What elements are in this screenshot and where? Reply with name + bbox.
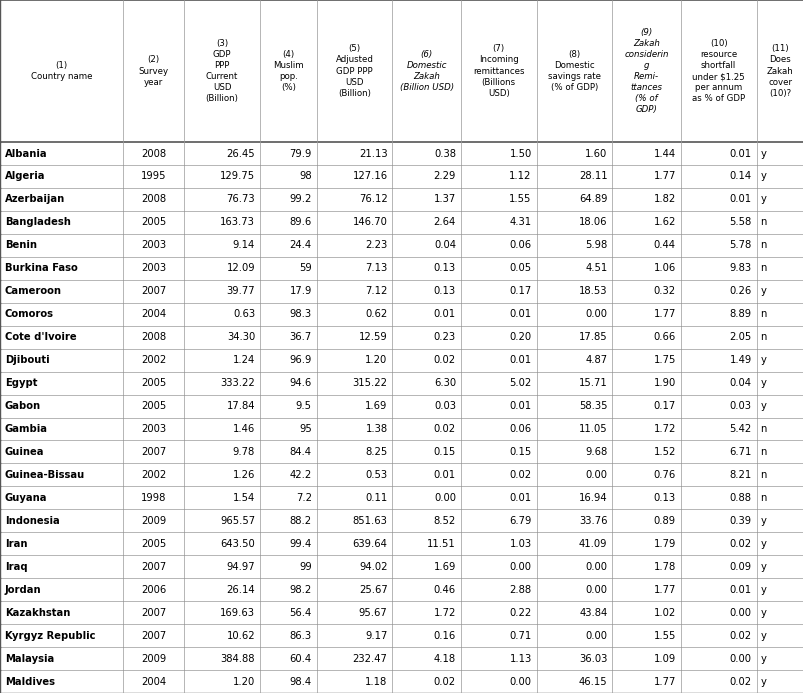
Text: 43.84: 43.84 <box>579 608 607 617</box>
Text: 76.73: 76.73 <box>226 195 255 204</box>
Text: 1.37: 1.37 <box>433 195 455 204</box>
Text: Azerbaijan: Azerbaijan <box>5 195 65 204</box>
Text: (5)
Adjusted
GDP PPP
USD
(Billion): (5) Adjusted GDP PPP USD (Billion) <box>335 44 373 98</box>
Text: 1.69: 1.69 <box>365 401 387 411</box>
Text: y: y <box>760 355 765 365</box>
Text: n: n <box>760 309 766 319</box>
Text: 1.12: 1.12 <box>509 171 531 182</box>
Text: 1.72: 1.72 <box>653 424 675 434</box>
Text: 0.13: 0.13 <box>434 263 455 273</box>
Text: 0.15: 0.15 <box>433 447 455 457</box>
Text: (9)
Zakah
considerin
g
Remi-
ttances
(% of
GDP): (9) Zakah considerin g Remi- ttances (% … <box>623 28 668 114</box>
Text: 24.4: 24.4 <box>289 240 312 250</box>
Text: 36.03: 36.03 <box>578 653 607 664</box>
Text: y: y <box>760 585 765 595</box>
Text: 129.75: 129.75 <box>220 171 255 182</box>
Text: 2007: 2007 <box>141 447 166 457</box>
Text: 1.90: 1.90 <box>653 378 675 388</box>
Text: Bangladesh: Bangladesh <box>5 218 71 227</box>
Text: 94.97: 94.97 <box>226 562 255 572</box>
Text: 2008: 2008 <box>141 332 166 342</box>
Text: 1.54: 1.54 <box>233 493 255 503</box>
Text: 94.6: 94.6 <box>289 378 312 388</box>
Text: 26.14: 26.14 <box>226 585 255 595</box>
Text: 1.13: 1.13 <box>509 653 531 664</box>
Text: 1.77: 1.77 <box>653 676 675 687</box>
Text: 0.01: 0.01 <box>434 309 455 319</box>
Text: Guinea: Guinea <box>5 447 44 457</box>
Text: 86.3: 86.3 <box>289 631 312 640</box>
Text: 1.82: 1.82 <box>653 195 675 204</box>
Text: (10)
resource
shortfall
under $1.25
per annum
as % of GDP: (10) resource shortfall under $1.25 per … <box>691 39 744 103</box>
Text: 26.45: 26.45 <box>226 148 255 159</box>
Text: 1.18: 1.18 <box>365 676 387 687</box>
Text: 0.01: 0.01 <box>509 309 531 319</box>
Text: Algeria: Algeria <box>5 171 45 182</box>
Text: 0.76: 0.76 <box>653 470 675 480</box>
Text: 98: 98 <box>299 171 312 182</box>
Text: y: y <box>760 538 765 549</box>
Text: 0.04: 0.04 <box>434 240 455 250</box>
Text: 0.02: 0.02 <box>434 424 455 434</box>
Text: 0.02: 0.02 <box>509 470 531 480</box>
Text: 0.01: 0.01 <box>728 585 751 595</box>
Text: 0.01: 0.01 <box>509 493 531 503</box>
Text: 0.44: 0.44 <box>653 240 675 250</box>
Text: 95: 95 <box>299 424 312 434</box>
Text: 84.4: 84.4 <box>289 447 312 457</box>
Text: 21.13: 21.13 <box>358 148 387 159</box>
Text: 42.2: 42.2 <box>289 470 312 480</box>
Text: 96.9: 96.9 <box>289 355 312 365</box>
Text: 0.89: 0.89 <box>653 516 675 526</box>
Text: 18.06: 18.06 <box>578 218 607 227</box>
Text: 0.39: 0.39 <box>728 516 751 526</box>
Text: Malaysia: Malaysia <box>5 653 54 664</box>
Text: 0.71: 0.71 <box>509 631 531 640</box>
Text: Cote d'Ivoire: Cote d'Ivoire <box>5 332 76 342</box>
Text: 18.53: 18.53 <box>578 286 607 297</box>
Text: 0.02: 0.02 <box>728 631 751 640</box>
Text: 6.71: 6.71 <box>728 447 751 457</box>
Text: 0.13: 0.13 <box>434 286 455 297</box>
Text: 28.11: 28.11 <box>578 171 607 182</box>
Text: 1.62: 1.62 <box>653 218 675 227</box>
Text: 315.22: 315.22 <box>353 378 387 388</box>
Text: 0.06: 0.06 <box>509 424 531 434</box>
Text: 94.02: 94.02 <box>359 562 387 572</box>
Text: 41.09: 41.09 <box>578 538 607 549</box>
Text: y: y <box>760 171 765 182</box>
Text: Iran: Iran <box>5 538 27 549</box>
Text: 7.2: 7.2 <box>296 493 312 503</box>
Text: 1998: 1998 <box>141 493 166 503</box>
Text: 0.20: 0.20 <box>509 332 531 342</box>
Text: (2)
Survey
year: (2) Survey year <box>138 55 169 87</box>
Text: 1.77: 1.77 <box>653 171 675 182</box>
Text: n: n <box>760 447 766 457</box>
Text: Benin: Benin <box>5 240 37 250</box>
Text: y: y <box>760 195 765 204</box>
Text: 79.9: 79.9 <box>289 148 312 159</box>
Text: 0.02: 0.02 <box>434 355 455 365</box>
Text: 0.38: 0.38 <box>434 148 455 159</box>
Text: 5.58: 5.58 <box>728 218 751 227</box>
Text: 2002: 2002 <box>141 355 166 365</box>
Text: 232.47: 232.47 <box>353 653 387 664</box>
Text: Iraq: Iraq <box>5 562 27 572</box>
Text: 2005: 2005 <box>141 218 166 227</box>
Text: 89.6: 89.6 <box>289 218 312 227</box>
Text: 1.75: 1.75 <box>653 355 675 365</box>
Text: 36.7: 36.7 <box>289 332 312 342</box>
Text: 39.77: 39.77 <box>226 286 255 297</box>
Text: 1.52: 1.52 <box>653 447 675 457</box>
Text: 98.2: 98.2 <box>289 585 312 595</box>
Text: 5.42: 5.42 <box>728 424 751 434</box>
Text: 76.12: 76.12 <box>358 195 387 204</box>
Text: 6.30: 6.30 <box>434 378 455 388</box>
Text: 0.02: 0.02 <box>728 676 751 687</box>
Text: 0.00: 0.00 <box>509 562 531 572</box>
Text: 5.02: 5.02 <box>509 378 531 388</box>
Text: 1.55: 1.55 <box>509 195 531 204</box>
Text: 1.79: 1.79 <box>653 538 675 549</box>
Text: y: y <box>760 378 765 388</box>
Text: Kazakhstan: Kazakhstan <box>5 608 70 617</box>
